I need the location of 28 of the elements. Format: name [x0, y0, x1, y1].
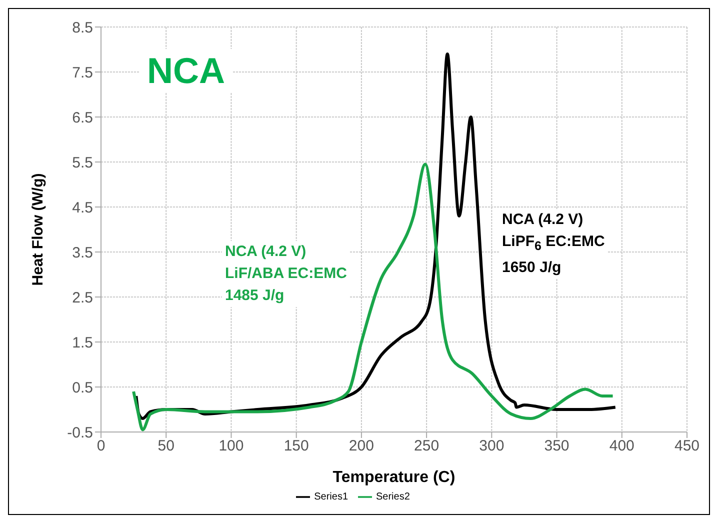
y-tick-label: 2.5: [72, 289, 93, 306]
y-tick-label: 6.5: [72, 109, 93, 126]
x-axis-title: Temperature (C): [332, 469, 456, 486]
legend-label: Series1: [314, 492, 348, 503]
x-tick-label: 150: [284, 438, 309, 455]
y-axis-title: Heat Flow (W/g): [29, 173, 46, 286]
legend-label: Series2: [376, 492, 410, 503]
y-tick-label: 4.5: [72, 199, 93, 216]
y-tick-label: 7.5: [72, 64, 93, 82]
x-tick-label: 100: [218, 438, 244, 455]
line-series: [132, 162, 614, 432]
x-tick-label: 300: [479, 438, 504, 455]
x-tick-label: 400: [609, 438, 634, 455]
y-tick-label: 3.5: [72, 244, 93, 262]
x-tick-label: 450: [674, 438, 700, 455]
x-tick-label: 0: [96, 438, 106, 455]
x-tick-label: 350: [544, 438, 570, 455]
text: NCA: [139, 49, 233, 93]
x-tick-label: 250: [414, 438, 440, 455]
y-tick-label: 1.5: [72, 334, 93, 352]
y-tick-label: 8.5: [72, 19, 93, 36]
y-tick-label: 0.5: [72, 379, 93, 396]
y-tick-label: 5.5: [72, 154, 93, 172]
annotation: NCA (4.2 V) LiF/ABA EC:EMC 1485 J/g: [225, 241, 347, 307]
annotation: NCA (4.2 V) LiPF$_{6}$ EC:EMC 1650 J/g: [502, 209, 605, 279]
x-tick-label: 50: [158, 438, 174, 455]
y-tick-label: -0.5: [67, 424, 93, 442]
x-tick-label: 200: [348, 438, 374, 455]
